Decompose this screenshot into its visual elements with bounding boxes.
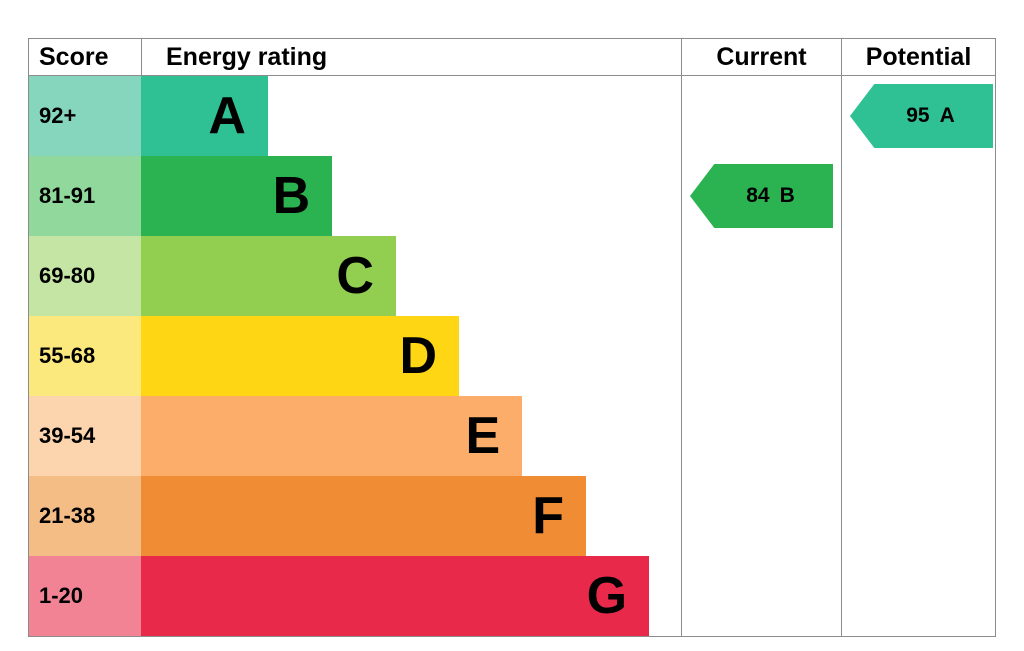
band-letter: B <box>272 167 311 225</box>
energy-band-bar: E <box>141 396 523 476</box>
energy-bar-cell: F <box>141 476 681 556</box>
score-cell: 69-80 <box>29 236 141 316</box>
energy-band-bar: G <box>141 556 650 636</box>
band-letter: E <box>465 407 501 465</box>
header-energy-rating: Energy rating <box>141 39 681 75</box>
energy-bar-cell: D <box>141 316 681 396</box>
potential-score-value: 95 <box>906 104 930 127</box>
current-column: 84 B <box>681 76 841 636</box>
current-arrow: 84 B <box>690 164 833 228</box>
energy-bar-cell: C <box>141 236 681 316</box>
epc-rating-chart: Score Energy rating Current Potential 92… <box>28 38 996 637</box>
band-row-f: 21-38 F <box>29 476 681 556</box>
band-letter: D <box>399 327 438 385</box>
chart-header: Score Energy rating Current Potential <box>29 39 995 76</box>
energy-band-bar: A <box>141 76 268 156</box>
potential-band-letter: A <box>939 104 955 127</box>
energy-band-bar: D <box>141 316 460 396</box>
score-cell: 92+ <box>29 76 141 156</box>
band-row-b: 81-91 B <box>29 156 681 236</box>
potential-column: 95 A <box>841 76 995 636</box>
band-rows: 92+ A 81-91 B 69-80 <box>29 76 681 636</box>
band-row-e: 39-54 E <box>29 396 681 476</box>
current-score-value: 84 <box>746 184 770 207</box>
energy-bar-cell: B <box>141 156 681 236</box>
energy-band-bar: C <box>141 236 396 316</box>
band-letter: G <box>586 567 628 625</box>
band-letter: C <box>336 247 374 305</box>
header-score: Score <box>39 42 109 71</box>
energy-band-bar: B <box>141 156 333 236</box>
header-current: Current <box>681 39 841 75</box>
score-cell: 39-54 <box>29 396 141 476</box>
header-potential: Potential <box>841 39 995 75</box>
band-row-a: 92+ A <box>29 76 681 156</box>
band-letter: F <box>532 487 564 545</box>
band-row-g: 1-20 G <box>29 556 681 636</box>
band-row-d: 55-68 D <box>29 316 681 396</box>
score-cell: 81-91 <box>29 156 141 236</box>
energy-bar-cell: E <box>141 396 681 476</box>
band-letter: A <box>208 87 246 145</box>
energy-bar-cell: G <box>141 556 681 636</box>
score-cell: 1-20 <box>29 556 141 636</box>
score-cell: 21-38 <box>29 476 141 556</box>
score-cell: 55-68 <box>29 316 141 396</box>
current-band-letter: B <box>779 184 795 207</box>
potential-arrow: 95 A <box>850 84 993 148</box>
energy-band-bar: F <box>141 476 586 556</box>
chart-body: 92+ A 81-91 B 69-80 <box>29 76 995 636</box>
energy-bar-cell: A <box>141 76 681 156</box>
band-row-c: 69-80 C <box>29 236 681 316</box>
